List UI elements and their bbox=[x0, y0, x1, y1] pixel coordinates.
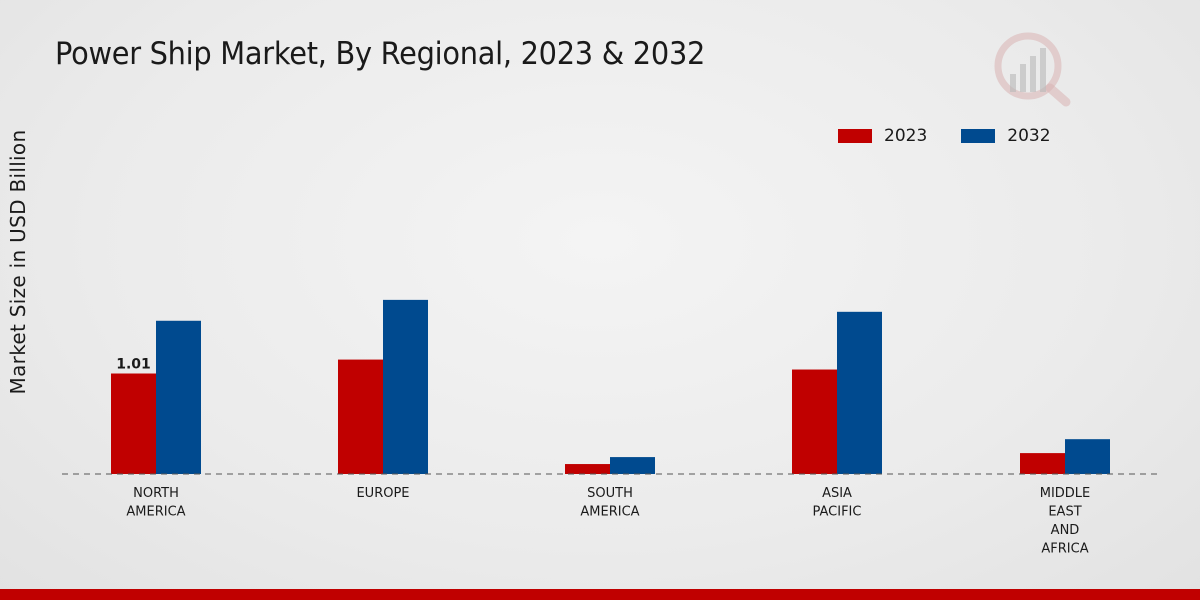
data-label-2023-0: 1.01 bbox=[116, 357, 151, 373]
x-tick-label-north-america: NORTH AMERICA bbox=[126, 486, 185, 520]
legend-item-2032[interactable]: 2032 bbox=[961, 126, 1051, 146]
magnifier-chart-icon bbox=[994, 32, 1071, 107]
legend-label-2032: 2032 bbox=[1007, 126, 1051, 146]
x-tick-label-asia-pacific: ASIA PACIFIC bbox=[813, 486, 862, 520]
legend-swatch-2023 bbox=[838, 129, 872, 143]
x-tick-label-south-america: SOUTH AMERICA bbox=[580, 486, 639, 520]
category-labels-group: NORTH AMERICA EUROPE SOUTH AMERICA ASIA PACIFI… bbox=[126, 486, 1090, 557]
legend-label-2023: 2023 bbox=[884, 126, 928, 146]
bar-2023-middle-east-and-africa[interactable] bbox=[1020, 453, 1065, 474]
bars-group bbox=[111, 299, 1110, 474]
bar-2023-north-america[interactable] bbox=[111, 373, 156, 474]
legend-item-2023[interactable]: 2023 bbox=[838, 126, 927, 146]
bar-2023-europe[interactable] bbox=[338, 359, 383, 474]
x-tick-label-europe: EUROPE bbox=[356, 486, 409, 501]
bar-2023-south-america[interactable] bbox=[565, 464, 610, 474]
bar-2023-asia-pacific[interactable] bbox=[792, 369, 837, 474]
bar-2032-middle-east-and-africa[interactable] bbox=[1065, 439, 1110, 474]
bar-2032-asia-pacific[interactable] bbox=[837, 311, 882, 474]
bar-2032-europe[interactable] bbox=[383, 299, 428, 474]
bottom-accent-bar bbox=[0, 589, 1200, 600]
legend-swatch-2032 bbox=[961, 129, 996, 143]
bar-2032-north-america[interactable] bbox=[156, 320, 201, 474]
chart-title: Power Ship Market, By Regional, 2023 & 2… bbox=[55, 36, 706, 72]
bar-2032-south-america[interactable] bbox=[610, 457, 655, 474]
chart-legend: 2023 2032 bbox=[838, 126, 1051, 146]
data-labels-group: 1.01 bbox=[116, 357, 151, 373]
x-tick-label-middle-east-and-africa: MIDDLE EAST AND AFRICA bbox=[1040, 486, 1091, 557]
